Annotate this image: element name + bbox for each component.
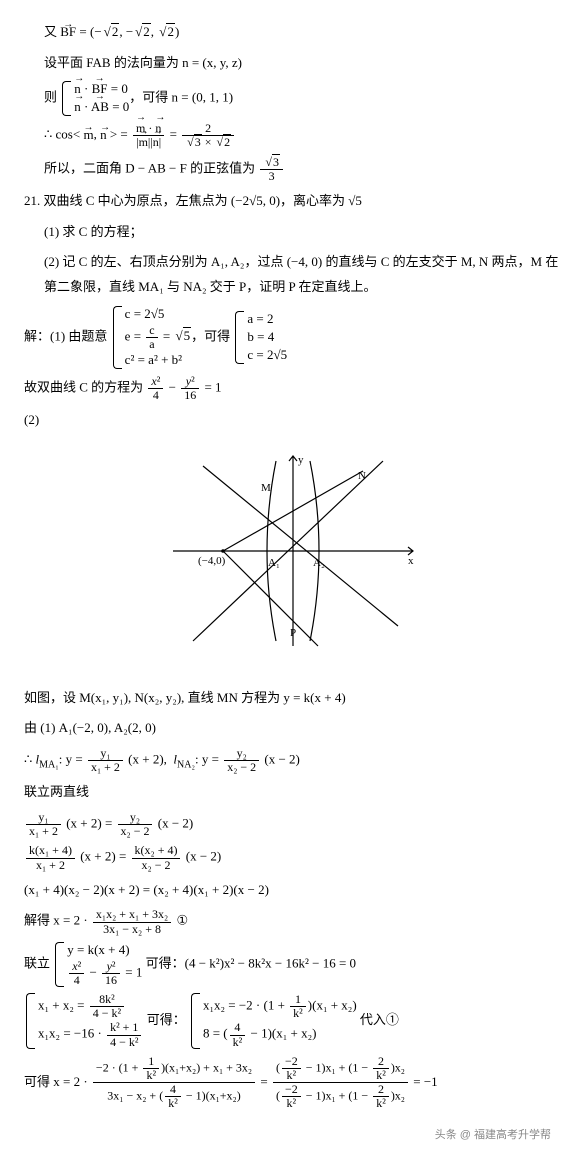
q21-part2-mark: (2) [24, 408, 561, 433]
l-solve-x: 解得 x = 2 · x₁x₂ + x₁ + 3x₂3x₁ − x₂ + 8 ① [24, 908, 561, 935]
l-final: 可得 x = 2 · −2 · (1 + 1k²)(x₁+x₂) + x₁ + … [24, 1055, 561, 1111]
brace-tail: ，可得 n = (0, 1, 1) [129, 90, 233, 105]
label-p: P [290, 627, 296, 639]
line-cos: ∴ cos< m, n > = m · n|m||n| = 23 × 2 [24, 122, 561, 149]
l-joint: 联立两直线 [24, 780, 561, 805]
line-brace-n: 则 n · BF = 0 n · AB = 0 ，可得 n = (0, 1, 1… [24, 81, 561, 116]
q21-part2: (2) 记 C 的左、右顶点分别为 A₁, A₂，过点 (−4, 0) 的直线与… [24, 250, 561, 299]
l-lines-ma-na: ∴ lMA₁: y = y₁x₁ + 2 (x + 2), lNA₂: y = … [24, 747, 561, 774]
label-a1: A₁ [268, 557, 280, 569]
label-x: x [408, 555, 414, 567]
line-result-sin: 所以，二面角 D − AB − F 的正弦值为 33 [24, 156, 561, 183]
l-joint2: 联立 y = k(x + 4) x²4 − y²16 = 1 可得：(4 − k… [24, 942, 561, 987]
footer-credit: 头条 @ 福建高考升学帮 [24, 1125, 561, 1146]
label-m: M [261, 482, 271, 494]
l-setup: 如图，设 M(x₁, y₁), N(x₂, y₂), 直线 MN 方程为 y =… [24, 686, 561, 711]
l-vieta: x₁ + x₂ = 8k²4 − k² x₁x₂ = −16 · k² + 14… [24, 993, 561, 1049]
l-eq2: k(x₁ + 4)x₁ + 2 (x + 2) = k(x₂ + 4)x₂ − … [24, 844, 561, 871]
label-n: N [358, 470, 366, 482]
label-y: y [298, 454, 304, 466]
l-eq3: (x₁ + 4)(x₂ − 2)(x + 2) = (x₂ + 4)(x₁ + … [24, 878, 561, 903]
q21-sol1-eqn: 故双曲线 C 的方程为 x²4 − y²16 = 1 [24, 375, 561, 402]
hyperbola-diagram: M N A₁ A₂ P x y (−4,0) [24, 451, 561, 660]
q21-part1: (1) 求 C 的方程； [24, 220, 561, 245]
line-bf: 又 BF = (−2, −2, 2) [24, 20, 561, 45]
label-a2: A₂ [313, 557, 325, 569]
label-pt: (−4,0) [198, 555, 226, 567]
q21-stem: 21. 双曲线 C 中心为原点，左焦点为 (−2√5, 0)，离心率为 √5 [24, 189, 561, 214]
l-eq1: y₁x₁ + 2 (x + 2) = y₂x₂ − 2 (x − 2) [24, 811, 561, 838]
q21-sol1: 解：(1) 由题意 c = 2√5 e = ca = 5 c² = a² + b… [24, 306, 561, 369]
l-vertices: 由 (1) A₁(−2, 0), A₂(2, 0) [24, 716, 561, 741]
